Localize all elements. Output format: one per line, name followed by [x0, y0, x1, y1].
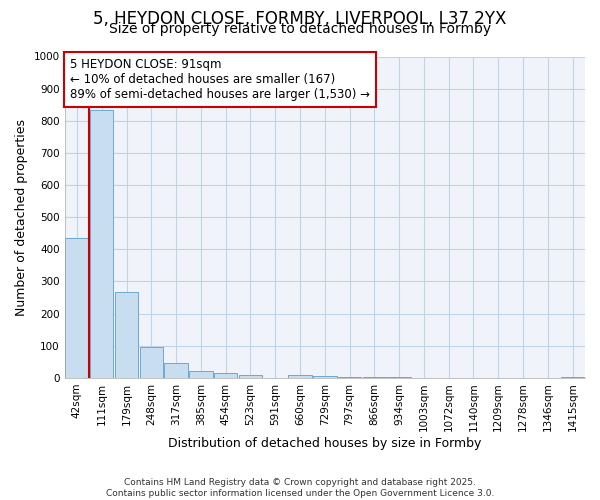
Bar — [338, 377, 361, 378]
X-axis label: Distribution of detached houses by size in Formby: Distribution of detached houses by size … — [168, 437, 481, 450]
Text: 5 HEYDON CLOSE: 91sqm
← 10% of detached houses are smaller (167)
89% of semi-det: 5 HEYDON CLOSE: 91sqm ← 10% of detached … — [70, 58, 370, 101]
Bar — [313, 376, 337, 378]
Bar — [164, 364, 188, 378]
Bar — [561, 377, 584, 378]
Bar — [214, 373, 238, 378]
Text: Contains HM Land Registry data © Crown copyright and database right 2025.
Contai: Contains HM Land Registry data © Crown c… — [106, 478, 494, 498]
Text: 5, HEYDON CLOSE, FORMBY, LIVERPOOL, L37 2YX: 5, HEYDON CLOSE, FORMBY, LIVERPOOL, L37 … — [94, 10, 506, 28]
Text: Size of property relative to detached houses in Formby: Size of property relative to detached ho… — [109, 22, 491, 36]
Bar — [90, 110, 113, 378]
Bar — [65, 238, 89, 378]
Y-axis label: Number of detached properties: Number of detached properties — [15, 118, 28, 316]
Bar — [239, 374, 262, 378]
Bar — [388, 377, 411, 378]
Bar — [115, 292, 138, 378]
Bar — [288, 376, 312, 378]
Bar — [189, 371, 212, 378]
Bar — [140, 348, 163, 378]
Bar — [362, 377, 386, 378]
